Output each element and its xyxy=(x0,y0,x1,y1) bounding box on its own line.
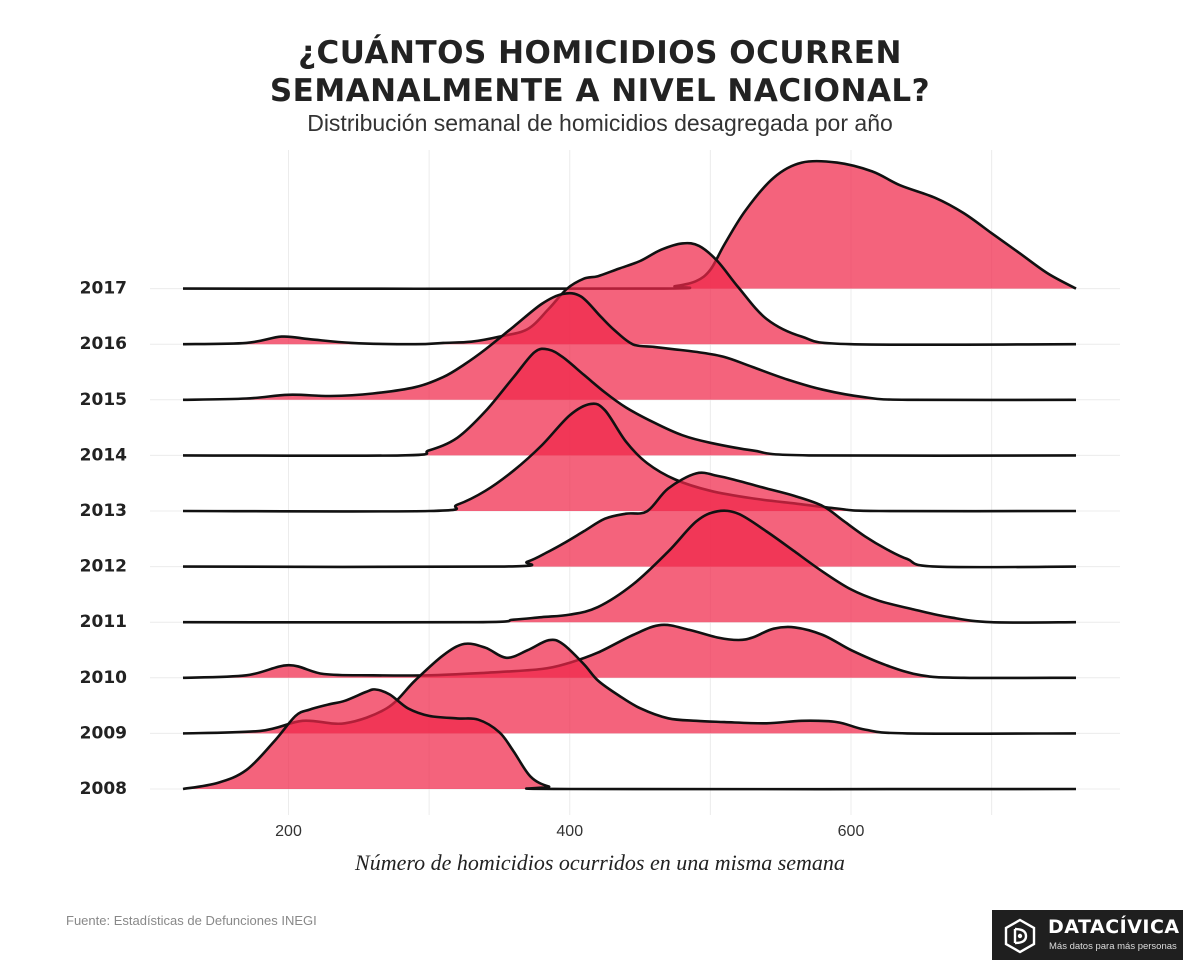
ridge-2012 xyxy=(176,471,1077,569)
ridge-area-2013 xyxy=(176,403,1076,512)
chart-title-line-1: ¿CUÁNTOS HOMICIDIOS OCURREN xyxy=(298,35,902,71)
datacivica-logo-icon xyxy=(1004,918,1036,954)
ridge-outline-2014 xyxy=(182,347,1077,458)
x-tick-labels: 200 400 600 xyxy=(275,823,864,840)
ridge-2011 xyxy=(176,509,1077,624)
year-label-2015: 2015 xyxy=(80,390,127,410)
ridge-2015 xyxy=(176,291,1077,402)
brand-tagline: Más datos para más personas xyxy=(1049,941,1177,952)
ridge-outline-2015 xyxy=(182,291,1077,402)
chart-subtitle: Distribución semanal de homicidios desag… xyxy=(307,110,893,136)
year-labels: 2017 2016 2015 2014 2013 2012 2011 2010 2009 2008 xyxy=(80,279,127,799)
year-label-2012: 2012 xyxy=(80,557,127,577)
year-label-2010: 2010 xyxy=(80,668,127,688)
ridge-2016 xyxy=(176,241,1077,347)
ridge-2008 xyxy=(176,688,1077,791)
x-tick-label-200: 200 xyxy=(275,823,302,840)
ridge-2010 xyxy=(176,623,1077,680)
ridge-outline-2011 xyxy=(182,509,1077,624)
ridges xyxy=(176,159,1077,791)
ridge-area-2015 xyxy=(176,293,1076,400)
year-label-2008: 2008 xyxy=(80,779,127,799)
x-tick-label-400: 400 xyxy=(556,823,583,840)
ridge-area-2008 xyxy=(176,689,1076,790)
chart-title: ¿CUÁNTOS HOMICIDIOS OCURREN SEMANALMENTE… xyxy=(0,34,1200,110)
brand-name: DATACÍVICA xyxy=(1048,916,1180,938)
ridge-outline-2012 xyxy=(182,471,1077,569)
x-axis-label: Número de homicidios ocurridos en una mi… xyxy=(355,850,845,875)
ridge-outline-2008 xyxy=(182,688,1077,791)
ridge-area-2011 xyxy=(176,510,1076,623)
year-label-2016: 2016 xyxy=(80,334,127,354)
year-label-2009: 2009 xyxy=(80,723,127,743)
ridge-area-2016 xyxy=(176,243,1076,345)
ridge-area-2017 xyxy=(176,161,1076,289)
ridge-2014 xyxy=(176,347,1077,458)
ridge-outline-2016 xyxy=(182,241,1077,347)
ridge-area-2014 xyxy=(176,348,1076,456)
year-label-2014: 2014 xyxy=(80,445,127,465)
ridge-area-2012 xyxy=(176,472,1076,568)
source-note: Fuente: Estadísticas de Defunciones INEG… xyxy=(66,913,317,928)
year-label-2011: 2011 xyxy=(80,612,127,632)
brand-badge: DATACÍVICA Más datos para más personas xyxy=(992,910,1183,960)
year-label-2017: 2017 xyxy=(80,279,127,299)
year-label-2013: 2013 xyxy=(80,501,127,521)
ridge-area-2010 xyxy=(176,624,1076,678)
ridge-outline-2010 xyxy=(182,623,1077,680)
chart-title-line-2: SEMANALMENTE A NIVEL NACIONAL? xyxy=(269,73,931,109)
x-tick-label-600: 600 xyxy=(838,823,865,840)
